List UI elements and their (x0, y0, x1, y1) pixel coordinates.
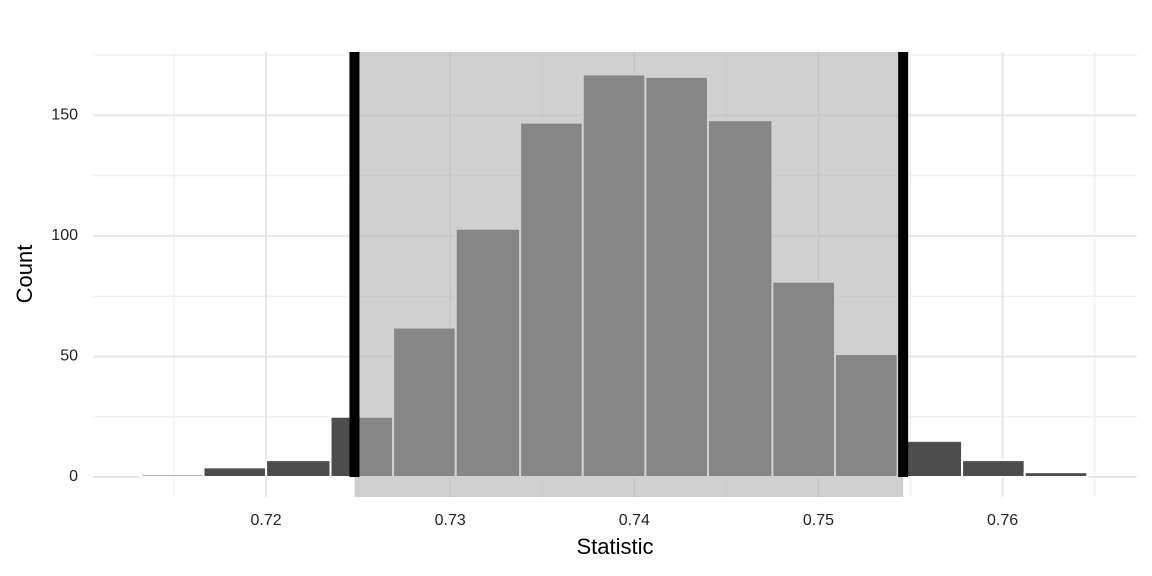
bar (961, 459, 1026, 478)
x-tick-label: 0.76 (987, 512, 1018, 529)
interval-shade (354, 52, 904, 497)
x-tick-label: 0.74 (619, 512, 650, 529)
y-tick-label: 100 (51, 227, 78, 244)
x-axis-title: Statistic (576, 534, 653, 559)
x-tick-label: 0.73 (435, 512, 466, 529)
y-tick-label: 0 (69, 468, 78, 485)
x-tick-label: 0.72 (251, 512, 282, 529)
bar (139, 473, 205, 478)
y-axis-title: Count (12, 245, 37, 304)
y-tick-label: 50 (60, 348, 78, 365)
bar (265, 459, 332, 478)
x-tick-label: 0.75 (803, 512, 834, 529)
bar (1023, 471, 1089, 478)
y-tick-label: 150 (51, 107, 78, 124)
bar (202, 466, 268, 478)
